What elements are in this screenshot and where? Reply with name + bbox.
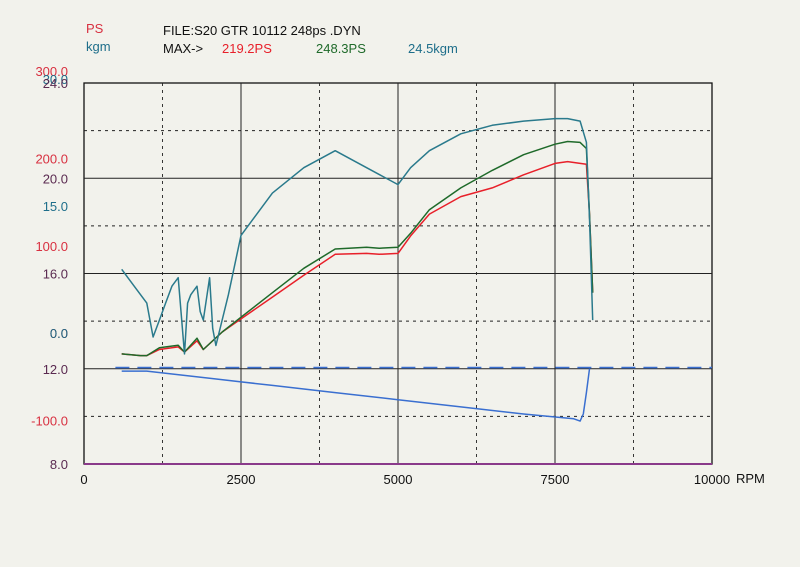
x-tick-label: 7500 — [541, 472, 570, 487]
x-tick-label: 5000 — [384, 472, 413, 487]
series-line-red_series — [121, 160, 594, 357]
max-label: MAX-> — [163, 41, 203, 56]
max-ps-green: 248.3PS — [316, 41, 366, 56]
torque-tick-label: 8.0 — [50, 457, 68, 472]
kgm-tick-label: 15.0 — [43, 199, 68, 214]
axis-labels: 0 2500 5000 7500 10000 300.0 200.0 100.0 0.0 -100… — [31, 64, 730, 487]
x-tick-label: 10000 — [694, 472, 730, 487]
kgm-unit-label: kgm — [86, 39, 111, 54]
torque-tick-label: 24.0 — [43, 76, 68, 91]
ps-tick-label: 200.0 — [35, 151, 68, 166]
kgm-tick-label: 30.0 — [43, 72, 68, 87]
ps-tick-label: 100.0 — [35, 239, 68, 254]
ps-tick-label: -100.0 — [31, 414, 68, 429]
ps-tick-label: 300.0 — [35, 64, 68, 79]
grid-layer — [83, 82, 713, 465]
x-tick-label: 2500 — [227, 472, 256, 487]
file-label: FILE:S20 GTR 10112 248ps .DYN — [163, 23, 361, 38]
torque-tick-label: 12.0 — [43, 362, 68, 377]
torque-tick-label: 20.0 — [43, 171, 68, 186]
series-layer — [115, 117, 712, 422]
x-tick-label: 0 — [80, 472, 87, 487]
max-kgm: 24.5kgm — [408, 41, 458, 56]
series-line-teal_series — [121, 117, 594, 355]
series-line-green_series — [121, 140, 594, 357]
torque-tick-label: 16.0 — [43, 267, 68, 282]
max-ps-red: 219.2PS — [222, 41, 272, 56]
ps-unit-label: PS — [86, 21, 104, 36]
x-axis-label: RPM — [736, 471, 765, 486]
ps-tick-label: 0.0 — [50, 326, 68, 341]
kgm-tick-label: 0.0 — [50, 326, 68, 341]
series-line-blue_series — [121, 368, 591, 422]
